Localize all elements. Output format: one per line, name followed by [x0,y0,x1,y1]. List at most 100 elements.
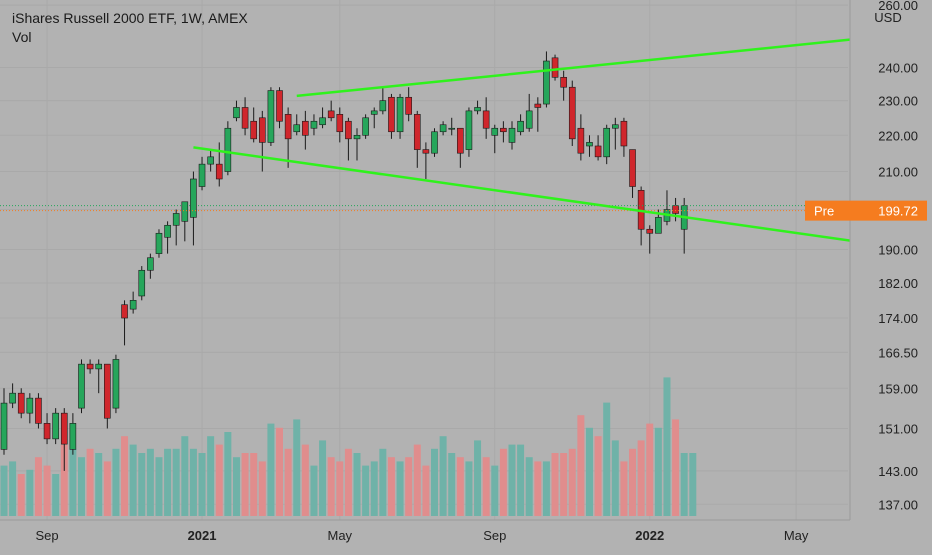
candle [250,107,257,143]
candle [164,221,171,254]
candle-body [147,257,154,271]
volume-bar [379,448,387,516]
candle [69,413,77,455]
candle [551,54,559,81]
candle [276,87,283,129]
y-tick-label: 260.00 [878,0,918,13]
candle-body [457,127,464,154]
volume-bar [482,457,490,516]
volume-bar [129,444,137,516]
candle-body [491,127,499,136]
candle [388,93,395,139]
candle-body [190,178,197,218]
trendline[interactable] [193,146,932,291]
candle-body [293,124,301,133]
candle-body [551,57,559,78]
volume-bar [69,448,77,516]
candle-body [258,117,266,143]
volume-bar [568,448,576,516]
candle [629,149,636,198]
x-tick-label: 2022 [635,528,664,543]
volume-bar [387,457,395,516]
volume-bar [551,453,559,516]
candle-body [43,423,51,440]
candle [52,408,59,445]
candle-body [69,423,77,450]
candlesticks [0,51,688,471]
pre-market-value: 199.72 [878,204,918,219]
volume-bar [60,444,68,516]
candle-body [439,124,447,133]
candle [43,413,51,445]
volume-bar [499,448,507,516]
volume-bar [121,436,129,516]
candle [319,107,326,129]
candle [60,408,68,471]
volume-bar [250,453,258,516]
candle-body [482,110,490,129]
volume-bar [534,461,542,516]
volume-bar [413,444,421,516]
time-axis[interactable]: Sep 2021 May Sep 2022 May [0,519,850,550]
candle [413,110,421,168]
candle [224,121,232,176]
candle [405,87,412,122]
candle-body [603,127,611,158]
candle-body [534,103,542,108]
candle-body [233,107,240,119]
y-tick-label: 220.00 [878,128,918,143]
candle [293,114,301,136]
volume-bar [267,423,275,516]
volume-bar [198,453,206,516]
volume-bar [301,444,309,516]
candle-body [448,127,456,130]
currency-label: USD [874,10,901,25]
candle-body [172,213,180,226]
pre-market-badge-bg [805,200,927,221]
candle [439,121,447,136]
candle-body [267,90,275,143]
candle-body [396,96,404,133]
candle-body [60,412,68,445]
candle [586,135,593,157]
volume-bar [542,461,550,516]
price-axis-background [850,0,932,550]
candle-body [35,397,42,424]
y-tick-label: 182.00 [878,276,918,291]
candle-body [525,110,533,129]
volume-bar [232,457,240,516]
volume-bar [52,474,60,516]
candle [491,124,499,154]
candle [577,114,585,161]
y-tick-label: 230.00 [878,94,918,109]
volume-bar [370,461,378,516]
volume-bar [456,457,464,516]
candle [284,107,292,168]
candle [198,156,206,191]
trendline[interactable] [296,3,932,98]
x-tick-label: May [328,528,353,543]
candle-body [164,224,171,238]
volume-bar [663,377,671,516]
candle-body [517,120,524,133]
volume-bar [637,440,645,516]
volume-bar [103,461,111,516]
volume-bar [9,461,17,516]
candle [241,97,249,136]
volume-bar [431,448,438,516]
candle [310,114,318,136]
price-axis[interactable]: 260.00240.00230.00220.00210.00200.00190.… [805,0,932,550]
candle-body [543,60,550,105]
volume-bar [629,448,637,516]
y-tick-label: 137.00 [878,497,918,512]
candle [86,359,94,374]
x-tick-label: Sep [483,528,506,543]
candle [568,80,576,146]
candle-body [568,86,576,140]
candle-body [26,397,34,414]
candle-body [465,110,473,150]
volume-bar [310,465,318,516]
candle [215,142,223,187]
